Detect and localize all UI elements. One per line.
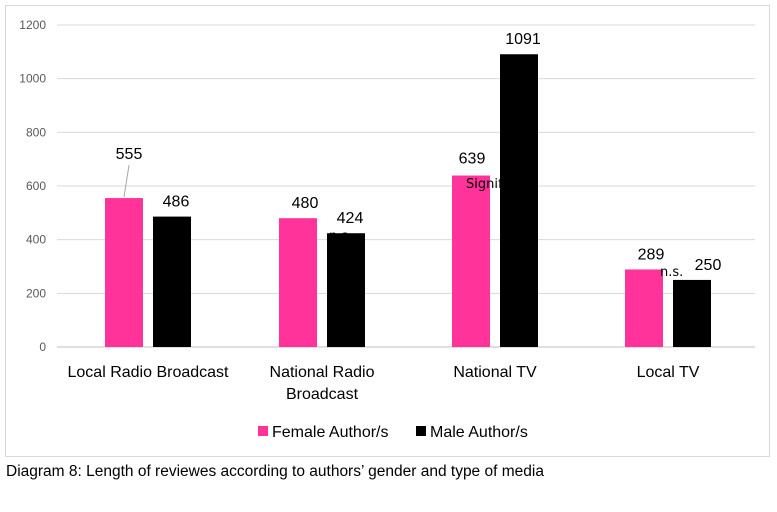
y-tick-label: 200 [26,286,46,300]
data-label: 250 [695,257,722,274]
x-tick-label: Local TV [637,364,700,381]
bar-male [153,216,191,347]
bar-female [279,218,317,347]
bar-female [625,269,663,347]
chart-caption: Diagram 8: Length of reviewes according … [6,463,544,480]
x-tick-label: Broadcast [286,386,359,403]
data-label: 480 [292,195,319,212]
y-tick-label: 400 [26,233,46,247]
data-label: 289 [638,246,665,263]
x-tick-label: National TV [453,364,537,381]
data-label: 1091 [505,31,541,48]
significance-annotation: n.s. [155,215,178,230]
bar-male [327,233,365,347]
significance-annotation: n.s. [660,265,683,280]
significance-annotation: n.s. [329,229,352,244]
chart-frame [5,5,770,457]
data-label: 639 [459,151,486,168]
bar-male [500,54,538,348]
legend-label: Male Author/s [430,424,528,441]
legend-swatch [258,426,268,436]
y-tick-label: 600 [26,179,46,193]
bar-male [673,279,711,347]
y-tick-label: 1000 [19,72,46,86]
significance-annotation: Signifikant [466,177,535,192]
y-tick-label: 800 [26,125,46,139]
bar-chart: 0 200 400 600 800 1000 1200 555 486 n.s. Local Rad… [19,18,755,441]
data-label: 555 [116,146,143,163]
legend-label: Female Author/s [272,424,389,441]
bar-female [452,175,490,347]
data-label: 486 [163,194,190,211]
bar-female [105,198,143,347]
legend-swatch [416,426,426,436]
x-tick-label: National Radio [270,364,375,381]
label-leader-line [123,164,130,198]
x-tick-label: Local Radio Broadcast [68,364,230,381]
y-tick-label: 0 [39,340,46,354]
data-label: 424 [337,210,364,227]
y-tick-label: 1200 [19,18,46,32]
